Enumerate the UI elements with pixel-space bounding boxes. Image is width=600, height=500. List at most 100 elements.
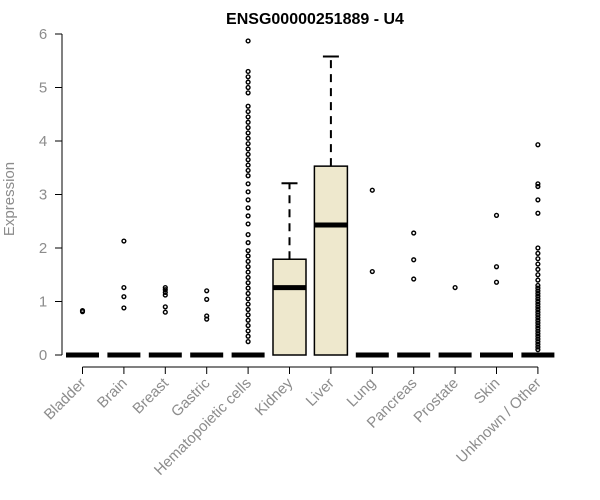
x-tick-label: Skin: [471, 375, 504, 408]
x-tick-label: Brain: [94, 375, 131, 412]
outlier-point: [535, 304, 541, 310]
outlier-point: [369, 187, 375, 193]
outlier-point: [162, 289, 168, 296]
outlier-point: [79, 307, 86, 314]
outlier-point: [162, 284, 168, 291]
outlier-point: [535, 293, 541, 299]
outlier-point: [162, 309, 168, 315]
outlier-point: [535, 261, 541, 267]
outlier-point: [245, 189, 251, 195]
outlier-point: [369, 268, 375, 275]
outlier-point: [411, 257, 417, 263]
outlier-point: [245, 103, 251, 109]
outlier-point: [162, 287, 168, 293]
box-lung: [355, 187, 389, 358]
outlier-point: [411, 276, 417, 282]
y-tick-label: 5: [39, 80, 47, 97]
outlier-point: [535, 333, 541, 339]
outlier-point: [245, 264, 251, 270]
y-axis-label: Expression: [1, 162, 18, 236]
outlier-point: [245, 339, 251, 345]
outlier-point: [535, 322, 541, 329]
outlier-point: [535, 328, 541, 334]
outlier-point: [245, 301, 251, 307]
outlier-point: [535, 256, 541, 262]
outlier-point: [535, 312, 541, 318]
outlier-point: [535, 142, 541, 148]
outlier-point: [245, 157, 251, 163]
box-breast: [148, 284, 182, 358]
outlier-point: [245, 317, 251, 323]
outlier-point: [245, 197, 251, 203]
outlier-point: [245, 84, 251, 91]
box-body: [272, 258, 307, 356]
outlier-point: [204, 313, 210, 319]
outlier-point: [535, 290, 541, 297]
x-tick-label: Breast: [129, 374, 172, 417]
outlier-point: [411, 230, 417, 236]
outlier-point: [121, 294, 127, 300]
y-tick-label: 4: [39, 133, 47, 150]
outlier-point: [535, 250, 541, 256]
outlier-point: [245, 141, 251, 147]
outlier-point: [245, 274, 251, 281]
outlier-point: [535, 317, 541, 323]
outlier-point: [245, 146, 251, 152]
box-skin: [480, 212, 513, 358]
x-tick-label: Prostate: [410, 375, 462, 427]
outlier-point: [452, 284, 458, 291]
outlier-point: [245, 232, 251, 238]
outlier-point: [535, 183, 541, 190]
outlier-point: [245, 125, 251, 131]
outlier-point: [245, 79, 251, 85]
outlier-point: [245, 258, 251, 264]
outlier-point: [245, 151, 251, 157]
outlier-point: [535, 197, 541, 203]
outlier-point: [245, 130, 251, 136]
outlier-point: [535, 309, 541, 315]
outlier-point: [535, 181, 541, 187]
box-body: [313, 165, 349, 356]
outlier-point: [493, 279, 500, 285]
outlier-point: [245, 253, 251, 259]
outlier-point: [245, 285, 251, 291]
y-tick-label: 0: [39, 347, 47, 364]
y-tick-label: 2: [39, 240, 47, 257]
outlier-point: [245, 38, 251, 44]
outlier-point: [204, 288, 210, 294]
outlier-point: [535, 245, 541, 251]
outlier-point: [535, 314, 541, 321]
outlier-point: [493, 264, 500, 270]
outlier-point: [535, 347, 541, 353]
outlier-point: [245, 135, 251, 141]
box-kidney: [272, 182, 307, 356]
y-tick-label: 1: [39, 294, 47, 311]
outlier-point: [162, 304, 168, 310]
outlier-point: [535, 320, 541, 326]
outlier-point: [535, 266, 541, 272]
outlier-point: [162, 292, 168, 298]
outlier-point: [245, 114, 251, 120]
outlier-point: [204, 296, 210, 302]
outlier-point: [245, 328, 251, 334]
outlier-point: [245, 290, 251, 297]
outlier-point: [245, 221, 251, 227]
outlier-point: [535, 325, 541, 331]
x-tick-label: Bladder: [41, 375, 90, 424]
box-liver: [313, 55, 349, 356]
box-unknown-other: [521, 142, 555, 358]
outlier-point: [245, 205, 251, 211]
outlier-point: [535, 272, 541, 278]
box-prostate: [438, 284, 472, 358]
outlier-point: [535, 306, 541, 313]
chart-title: ENSG00000251889 - U4: [226, 11, 404, 28]
outlier-point: [535, 344, 541, 350]
outlier-point: [245, 213, 251, 219]
outlier-point: [245, 306, 251, 313]
box-hematopoietic-cells: [231, 38, 265, 358]
outlier-point: [121, 238, 127, 244]
box-brain: [107, 238, 141, 358]
outlier-point: [245, 280, 251, 286]
